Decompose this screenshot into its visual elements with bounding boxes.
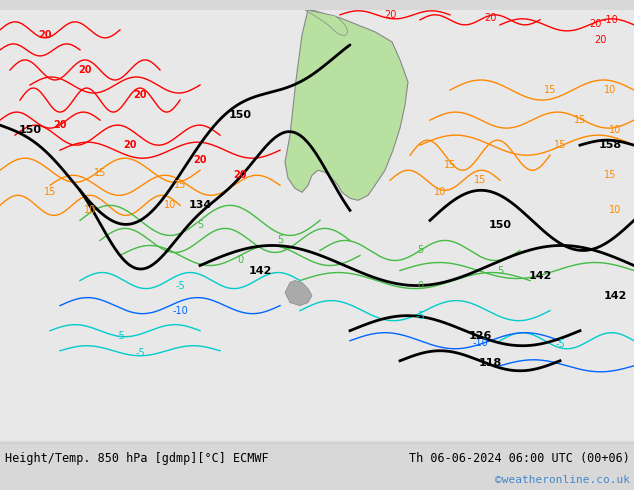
Text: 5: 5	[417, 245, 423, 255]
Polygon shape	[305, 10, 348, 36]
Text: 150: 150	[489, 220, 512, 230]
Text: 5: 5	[277, 235, 283, 245]
Text: 10: 10	[609, 205, 621, 216]
Text: 20: 20	[133, 90, 146, 100]
Text: 0: 0	[237, 255, 243, 266]
Text: -5: -5	[115, 331, 125, 341]
Text: 15: 15	[554, 140, 566, 150]
Text: -5: -5	[415, 311, 425, 320]
Text: -10: -10	[172, 306, 188, 316]
Polygon shape	[285, 281, 312, 306]
Text: 15: 15	[544, 85, 556, 95]
Text: 118: 118	[479, 358, 501, 368]
Text: 134: 134	[188, 200, 212, 210]
Text: 15: 15	[94, 168, 106, 178]
Text: 15: 15	[574, 115, 586, 125]
Text: 15: 15	[174, 180, 186, 190]
Text: 150: 150	[18, 125, 41, 135]
Text: 10: 10	[434, 187, 446, 197]
Text: 15: 15	[604, 170, 616, 180]
Text: 20: 20	[53, 120, 67, 130]
Text: Height/Temp. 850 hPa [gdmp][°C] ECMWF: Height/Temp. 850 hPa [gdmp][°C] ECMWF	[5, 451, 269, 465]
Text: 142: 142	[249, 266, 272, 275]
Text: 142: 142	[528, 270, 552, 281]
Text: 5: 5	[197, 220, 203, 230]
Text: 10: 10	[164, 200, 176, 210]
Text: -5: -5	[175, 281, 185, 291]
Polygon shape	[285, 10, 408, 200]
Text: 158: 158	[598, 140, 621, 150]
Text: 20: 20	[594, 35, 606, 45]
Text: 15: 15	[44, 187, 56, 197]
Text: 126: 126	[469, 331, 492, 341]
Text: 20: 20	[78, 65, 92, 75]
Text: 142: 142	[604, 291, 626, 300]
Text: 15: 15	[474, 175, 486, 185]
Text: 20: 20	[233, 170, 247, 180]
Text: 20: 20	[193, 155, 207, 165]
Text: 15: 15	[444, 160, 456, 170]
Text: -5: -5	[135, 348, 145, 358]
Text: 10: 10	[604, 85, 616, 95]
Text: 10: 10	[609, 125, 621, 135]
Text: 150: 150	[228, 110, 252, 120]
Text: 5: 5	[497, 266, 503, 275]
Text: -5: -5	[555, 339, 565, 349]
Text: 20: 20	[589, 19, 601, 29]
Text: 20: 20	[384, 10, 396, 20]
Text: 20: 20	[38, 30, 52, 40]
Text: 20: 20	[123, 140, 137, 150]
Text: -10: -10	[472, 338, 488, 348]
Text: Th 06-06-2024 06:00 UTC (00+06): Th 06-06-2024 06:00 UTC (00+06)	[409, 451, 630, 465]
Text: 20: 20	[484, 13, 496, 23]
Text: ©weatheronline.co.uk: ©weatheronline.co.uk	[495, 475, 630, 485]
Text: 10: 10	[84, 205, 96, 216]
Text: 0: 0	[417, 281, 423, 291]
Text: -10: -10	[602, 15, 618, 25]
